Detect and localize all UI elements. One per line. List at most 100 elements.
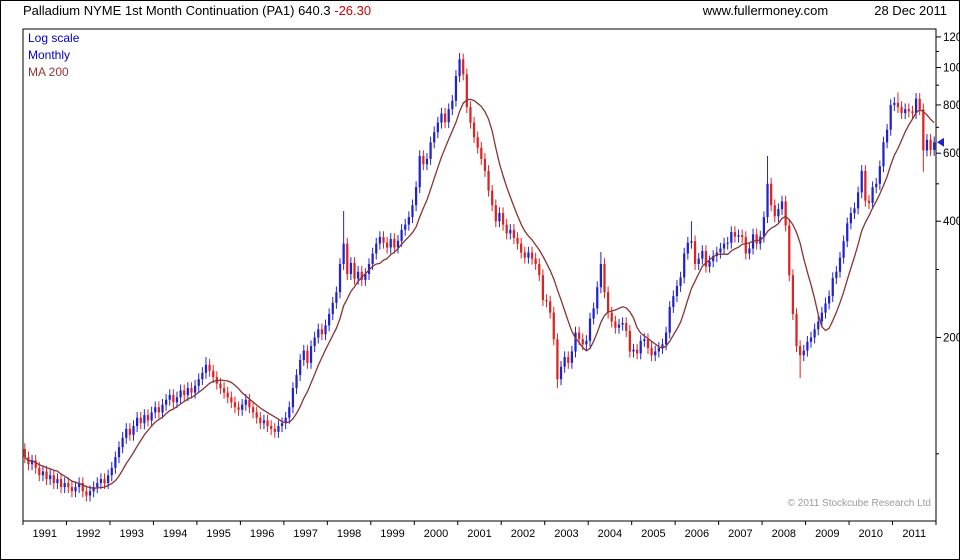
candle-body xyxy=(625,323,628,331)
candle-body xyxy=(827,296,831,304)
candle-body xyxy=(512,229,516,238)
candle-body xyxy=(603,263,606,293)
candle-body xyxy=(900,107,903,114)
candle-body xyxy=(70,487,74,492)
candle-body xyxy=(494,205,497,222)
candle-body xyxy=(462,59,465,75)
candle-body xyxy=(893,102,896,105)
candle-body xyxy=(204,364,208,373)
candle-body xyxy=(313,337,316,347)
candle-body xyxy=(107,475,110,484)
candle-body xyxy=(762,217,766,237)
chart-date: 28 Dec 2011 xyxy=(874,3,947,18)
x-axis-year-label: 1993 xyxy=(119,528,143,540)
candle-body xyxy=(777,209,780,217)
ma-200-line xyxy=(24,98,935,489)
candle-body xyxy=(849,213,852,224)
candle-body xyxy=(878,166,881,184)
candle-body xyxy=(364,274,367,280)
candle-body xyxy=(396,240,400,248)
x-axis-year-label: 2000 xyxy=(424,528,448,540)
candle-body xyxy=(154,407,157,413)
candle-body xyxy=(389,238,392,248)
candle-body xyxy=(606,292,610,313)
candle-body xyxy=(498,213,501,222)
candle-body xyxy=(831,278,834,297)
candle-body xyxy=(520,243,523,253)
candle-body xyxy=(813,329,816,338)
candle-body xyxy=(193,385,197,393)
candle-body xyxy=(889,104,892,130)
candle-body xyxy=(454,76,458,101)
candle-body xyxy=(212,370,215,378)
candle-body xyxy=(306,350,309,363)
candle-body xyxy=(407,217,410,225)
x-axis-year-label: 2003 xyxy=(554,528,578,540)
candle-body xyxy=(733,232,737,237)
candle-body xyxy=(650,347,653,356)
candle-body xyxy=(690,241,693,243)
candle-body xyxy=(585,340,588,345)
x-axis-year-label: 2002 xyxy=(511,528,535,540)
candle-body xyxy=(523,252,526,258)
candle-body xyxy=(382,237,385,243)
candle-body xyxy=(429,142,432,159)
candle-body xyxy=(183,390,186,395)
candle-body xyxy=(599,263,602,288)
candle-body xyxy=(357,271,360,279)
candle-body xyxy=(45,471,48,480)
candle-body xyxy=(320,329,324,335)
candle-body xyxy=(38,467,41,476)
candle-body xyxy=(465,74,468,108)
candle-body xyxy=(885,129,889,143)
candle-body xyxy=(882,142,885,167)
candle-body xyxy=(679,277,682,286)
candle-body xyxy=(929,139,932,150)
candle-body xyxy=(230,397,233,403)
candle-body xyxy=(433,132,436,143)
candle-body xyxy=(436,122,439,133)
candle-body xyxy=(549,301,552,313)
candle-body xyxy=(867,200,871,203)
candle-body xyxy=(280,423,284,427)
candle-body xyxy=(222,388,226,393)
candle-body xyxy=(846,223,849,242)
candle-body xyxy=(255,412,258,418)
candle-body xyxy=(277,426,280,432)
candle-body xyxy=(799,346,802,356)
candle-body xyxy=(117,447,121,458)
candle-body xyxy=(110,467,113,476)
candle-body xyxy=(552,312,555,340)
x-axis-year-label: 2004 xyxy=(598,528,622,540)
candle-body xyxy=(136,417,139,427)
candle-body xyxy=(806,341,809,351)
x-axis-year-label: 2006 xyxy=(685,528,709,540)
candle-body xyxy=(871,187,874,203)
candle-body xyxy=(139,417,142,424)
candle-body xyxy=(295,374,298,389)
candle-body xyxy=(168,394,171,400)
candle-body xyxy=(791,275,795,315)
candle-body xyxy=(628,330,631,352)
candle-body xyxy=(788,225,791,276)
x-axis-year-label: 2001 xyxy=(467,528,491,540)
candle-body xyxy=(85,491,88,496)
candle-body xyxy=(501,213,505,225)
candle-body xyxy=(422,156,425,165)
candle-body xyxy=(67,483,70,488)
candle-body xyxy=(353,262,356,279)
candle-body xyxy=(197,379,200,386)
candle-body xyxy=(838,257,842,272)
x-axis-year-label: 1992 xyxy=(76,528,100,540)
candle-body xyxy=(414,187,418,206)
candle-body xyxy=(288,407,291,418)
candle-body xyxy=(299,359,302,375)
copyright-note: © 2011 Stockcube Research Ltd xyxy=(787,498,931,509)
candle-body xyxy=(309,346,313,363)
y-axis-label: 1000 xyxy=(943,63,959,75)
candle-body xyxy=(639,340,642,354)
candle-body xyxy=(780,201,784,210)
x-axis-year-label: 1998 xyxy=(337,528,361,540)
candle-body xyxy=(914,98,918,114)
candle-body xyxy=(737,235,740,237)
